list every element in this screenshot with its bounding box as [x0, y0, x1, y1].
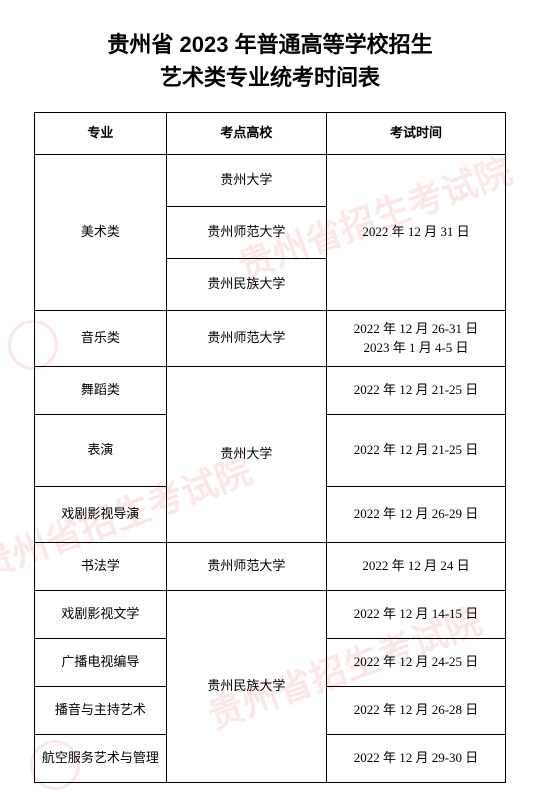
- cell-major: 播音与主持艺术: [35, 687, 167, 735]
- cell-school: 贵州师范大学: [166, 543, 326, 591]
- table-row: 音乐类 贵州师范大学 2022 年 12 月 26-31 日 2023 年 1 …: [35, 311, 506, 367]
- cell-time: 2022 年 12 月 26-29 日: [327, 487, 506, 543]
- cell-major: 戏剧影视导演: [35, 487, 167, 543]
- time-text-line2: 2023 年 1 月 4-5 日: [329, 339, 503, 357]
- cell-major: 广播电视编导: [35, 639, 167, 687]
- cell-time: 2022 年 12 月 29-30 日: [327, 735, 506, 783]
- cell-time: 2022 年 12 月 21-25 日: [327, 367, 506, 415]
- cell-school: 贵州大学: [166, 367, 326, 543]
- cell-time: 2022 年 12 月 24-25 日: [327, 639, 506, 687]
- cell-time: 2022 年 12 月 26-28 日: [327, 687, 506, 735]
- document-container: 贵州省 2023 年普通高等学校招生 艺术类专业统考时间表 专业 考点高校 考试…: [0, 0, 540, 803]
- title-line-2: 艺术类专业统考时间表: [34, 61, 506, 94]
- cell-time: 2022 年 12 月 31 日: [327, 155, 506, 311]
- cell-major: 舞蹈类: [35, 367, 167, 415]
- cell-major: 美术类: [35, 155, 167, 311]
- document-title: 贵州省 2023 年普通高等学校招生 艺术类专业统考时间表: [34, 28, 506, 94]
- header-school: 考点高校: [166, 113, 326, 155]
- cell-school: 贵州师范大学: [166, 207, 326, 259]
- cell-major: 表演: [35, 415, 167, 487]
- cell-school: 贵州大学: [166, 155, 326, 207]
- table-row: 舞蹈类 贵州大学 2022 年 12 月 21-25 日: [35, 367, 506, 415]
- header-major: 专业: [35, 113, 167, 155]
- cell-major: 航空服务艺术与管理: [35, 735, 167, 783]
- cell-time: 2022 年 12 月 14-15 日: [327, 591, 506, 639]
- cell-time: 2022 年 12 月 21-25 日: [327, 415, 506, 487]
- table-row: 美术类 贵州大学 2022 年 12 月 31 日: [35, 155, 506, 207]
- cell-school: 贵州民族大学: [166, 591, 326, 783]
- time-text-line1: 2022 年 12 月 26-31 日: [329, 320, 503, 338]
- table-header-row: 专业 考点高校 考试时间: [35, 113, 506, 155]
- title-line-1: 贵州省 2023 年普通高等学校招生: [34, 28, 506, 61]
- cell-major: 音乐类: [35, 311, 167, 367]
- cell-major: 戏剧影视文学: [35, 591, 167, 639]
- table-row: 书法学 贵州师范大学 2022 年 12 月 24 日: [35, 543, 506, 591]
- schedule-table: 专业 考点高校 考试时间 美术类 贵州大学 2022 年 12 月 31 日 贵…: [34, 112, 506, 783]
- cell-time: 2022 年 12 月 26-31 日 2023 年 1 月 4-5 日: [327, 311, 506, 367]
- header-time: 考试时间: [327, 113, 506, 155]
- cell-major: 书法学: [35, 543, 167, 591]
- cell-time: 2022 年 12 月 24 日: [327, 543, 506, 591]
- cell-school: 贵州民族大学: [166, 259, 326, 311]
- table-row: 戏剧影视文学 贵州民族大学 2022 年 12 月 14-15 日: [35, 591, 506, 639]
- cell-school: 贵州师范大学: [166, 311, 326, 367]
